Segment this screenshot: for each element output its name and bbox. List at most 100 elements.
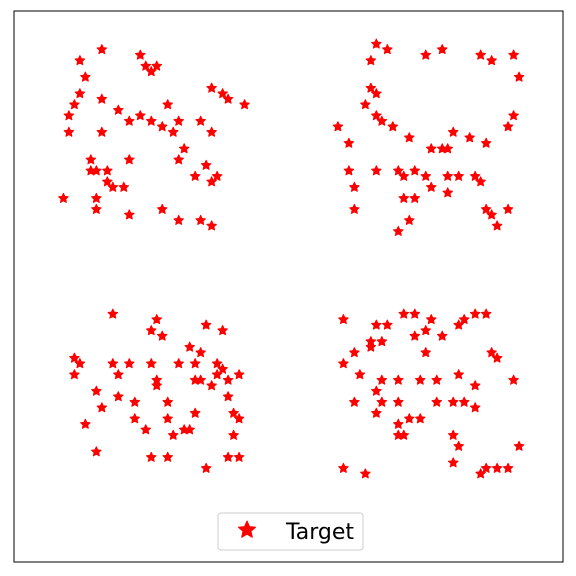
scatter-point (508, 374, 519, 385)
scatter-point (376, 374, 388, 385)
scatter-point (420, 347, 432, 358)
scatter-point (107, 181, 119, 192)
scatter-point (343, 165, 355, 176)
legend-marker (237, 520, 257, 538)
scatter-point (338, 358, 349, 369)
scatter-point (145, 325, 157, 336)
scatter-point (107, 358, 119, 369)
scatter-point (91, 192, 102, 203)
scatter-point (442, 187, 453, 198)
scatter-point (404, 214, 415, 225)
scatter-point (129, 413, 141, 424)
scatter-point (217, 88, 228, 99)
scatter-point (233, 369, 245, 380)
scatter-point (425, 314, 437, 325)
scatter-point (393, 225, 404, 236)
scatter-point (200, 319, 212, 330)
scatter-points (58, 38, 525, 479)
scatter-point (206, 126, 217, 137)
scatter-point (491, 220, 503, 231)
scatter-point (354, 369, 366, 380)
scatter-point (189, 407, 201, 418)
legend-box (217, 512, 364, 551)
scatter-point (376, 396, 388, 407)
scatter-point (371, 319, 382, 330)
scatter-point (211, 170, 223, 181)
scatter-point (113, 391, 124, 402)
scatter-point (156, 203, 168, 214)
scatter-point (436, 44, 448, 55)
scatter-point (189, 170, 201, 181)
scatter-point (222, 391, 234, 402)
scatter-point (69, 369, 80, 380)
scatter-point (398, 170, 410, 181)
scatter-point (469, 170, 481, 181)
scatter-point (365, 82, 377, 93)
legend-star-icon (237, 520, 257, 538)
scatter-point (469, 308, 481, 319)
scatter-point (145, 358, 157, 369)
scatter-point (189, 374, 201, 385)
scatter-point (228, 429, 239, 440)
scatter-point (442, 170, 453, 181)
scatter-point (371, 165, 382, 176)
scatter-point (145, 66, 157, 77)
scatter-point (447, 126, 459, 137)
scatter-point (453, 440, 464, 451)
scatter-point (387, 121, 399, 132)
scatter-point (195, 115, 206, 126)
scatter-point (502, 121, 514, 132)
scatter-point (420, 325, 432, 336)
scatter-point (91, 165, 102, 176)
scatter-point (69, 352, 80, 363)
scatter-point (178, 143, 190, 154)
scatter-point (365, 341, 377, 352)
scatter-point (140, 424, 152, 435)
scatter-point (371, 385, 382, 396)
scatter-point (382, 44, 393, 55)
scatter-point (447, 396, 459, 407)
scatter-point (365, 336, 377, 347)
scatter-point (74, 55, 86, 66)
scatter-point (338, 314, 349, 325)
scatter-point (124, 115, 135, 126)
scatter-point (469, 402, 481, 413)
scatter-point (458, 314, 470, 325)
scatter-point (58, 192, 69, 203)
scatter-point (393, 418, 404, 429)
scatter-point (436, 330, 448, 341)
scatter-point (195, 347, 206, 358)
scatter-point (239, 99, 250, 110)
scatter-point (173, 115, 184, 126)
plot-frame (13, 10, 564, 563)
scatter-point (425, 143, 437, 154)
scatter-point (135, 49, 146, 60)
scatter-point (349, 396, 360, 407)
scatter-point (151, 380, 162, 391)
scatter-point (145, 115, 157, 126)
scatter-point (156, 330, 168, 341)
scatter-point (178, 424, 190, 435)
scatter-point (409, 165, 421, 176)
scatter-point (513, 440, 525, 451)
scatter-point (135, 110, 146, 121)
scatter-point (69, 99, 80, 110)
scatter-point (96, 93, 108, 104)
scatter-point (447, 429, 459, 440)
scatter-point (469, 380, 481, 391)
scatter-point (162, 99, 173, 110)
scatter-point (140, 60, 152, 71)
scatter-point (129, 396, 141, 407)
scatter-point (118, 181, 130, 192)
scatter-point (338, 462, 349, 473)
scatter-point (360, 468, 371, 479)
scatter-point (475, 468, 486, 479)
scatter-point (393, 429, 404, 440)
scatter-point (365, 55, 377, 66)
scatter-point (167, 429, 179, 440)
scatter-point (360, 99, 371, 110)
scatter-point (486, 55, 497, 66)
scatter-point (415, 374, 426, 385)
scatter-point (74, 88, 86, 99)
scatter-point (371, 38, 382, 49)
